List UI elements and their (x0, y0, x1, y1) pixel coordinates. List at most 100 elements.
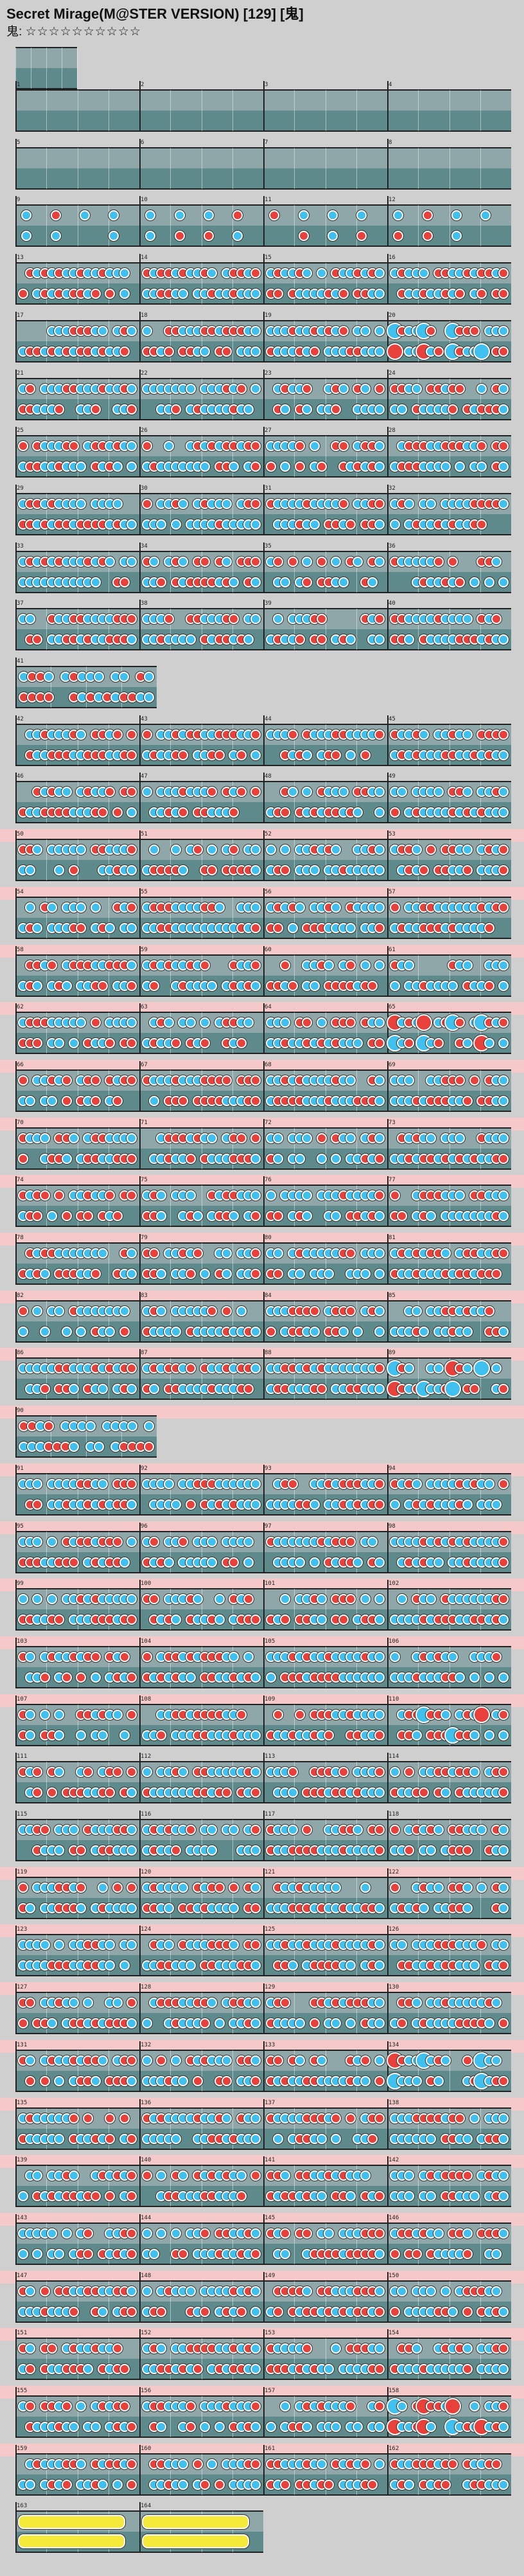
measure-number: 46 (17, 773, 24, 780)
measure-number: 91 (17, 1465, 24, 1472)
don-note (317, 557, 327, 567)
barline (263, 773, 265, 823)
barline (139, 715, 141, 765)
ka-note (498, 577, 509, 587)
measure-number: 34 (141, 543, 148, 550)
measure-number: 76 (265, 1177, 272, 1183)
ka-note (317, 1154, 327, 1164)
measure: 88 (263, 1349, 387, 1400)
measure-number: 81 (389, 1235, 396, 1241)
barline (139, 830, 141, 881)
ka-note (171, 2134, 181, 2144)
measure-number: 106 (389, 1638, 399, 1645)
ka-note (345, 634, 356, 645)
ka-note (273, 614, 283, 624)
don-note (397, 1211, 407, 1221)
ka-note (455, 1190, 465, 1201)
don-note (250, 1096, 261, 1106)
don-note (367, 2480, 378, 2490)
ka-note (498, 1825, 509, 1835)
don-note (345, 960, 356, 970)
don-note (142, 499, 152, 509)
ka-note (250, 1767, 261, 1777)
don-note (462, 2170, 473, 2181)
don-note (302, 2343, 312, 2354)
measure-number: 89 (389, 1350, 396, 1356)
don-note (288, 729, 298, 740)
don-note (142, 729, 152, 740)
barline (387, 2329, 389, 2379)
ka-note (360, 384, 371, 394)
ka-note (390, 1767, 400, 1777)
ka-note (32, 923, 42, 933)
barline (139, 1638, 141, 1688)
ka-note (374, 2459, 385, 2469)
barline (15, 370, 17, 420)
don-note (127, 1767, 137, 1777)
measure: 138 (387, 2099, 511, 2150)
barline (263, 1465, 265, 1515)
measure: 103 (15, 1638, 139, 1688)
barline (263, 1292, 265, 1342)
measure-number: 164 (141, 2503, 152, 2509)
measure: 84 (263, 1292, 387, 1343)
ka-note (444, 1381, 461, 1397)
ka-note (54, 1767, 64, 1777)
beat-line (294, 839, 295, 881)
ka-note (98, 2307, 108, 2317)
don-note (448, 557, 458, 567)
measure-number: 147 (17, 2273, 28, 2279)
ka-note (345, 1075, 356, 1086)
barline (387, 542, 389, 593)
measure-number: 105 (265, 1638, 275, 1645)
measure-number: 116 (141, 1811, 152, 1818)
don-note (149, 1248, 159, 1258)
ka-note (76, 845, 86, 855)
ka-note (250, 1960, 261, 1971)
measure: 59 (139, 946, 263, 997)
don-note (222, 346, 232, 357)
measure-number: 51 (141, 831, 148, 837)
don-note (498, 1154, 509, 1164)
measure-number: 139 (17, 2157, 28, 2163)
ka-note (250, 519, 261, 530)
ka-note (462, 1038, 473, 1048)
ka-note (374, 2055, 385, 2066)
don-note (331, 404, 341, 415)
measure: 157 (263, 2387, 387, 2438)
ka-note (175, 210, 185, 220)
measure-number: 43 (141, 716, 148, 722)
ka-note (127, 1940, 137, 1950)
don-note (250, 960, 261, 970)
ka-note (462, 2228, 473, 2239)
barline (139, 2099, 141, 2149)
ka-note (164, 441, 174, 451)
ka-note (498, 2480, 509, 2490)
ka-note (374, 1940, 385, 1950)
ka-note (338, 577, 349, 587)
ka-note (498, 1903, 509, 1913)
don-note (200, 557, 210, 567)
ka-note (302, 787, 312, 797)
don-note (112, 1767, 123, 1777)
ka-note (310, 1499, 320, 1510)
ka-note (491, 2286, 502, 2296)
ka-note (144, 1421, 154, 1431)
beat-line (232, 148, 233, 189)
ka-note (250, 1672, 261, 1683)
barline (15, 600, 17, 650)
ka-note (280, 2170, 290, 2181)
barline (15, 1119, 17, 1169)
don-note (69, 441, 79, 451)
ka-note (374, 519, 385, 530)
ka-note (127, 1269, 137, 1279)
ka-note (156, 1211, 166, 1221)
don-note (484, 923, 494, 933)
ka-note (98, 1384, 108, 1394)
measure-number: 115 (17, 1811, 28, 1818)
measure-number: 104 (141, 1638, 152, 1645)
barline (387, 1638, 389, 1688)
ka-note (69, 1384, 79, 1394)
measure-number: 37 (17, 600, 24, 607)
measure-number: 33 (17, 543, 24, 550)
